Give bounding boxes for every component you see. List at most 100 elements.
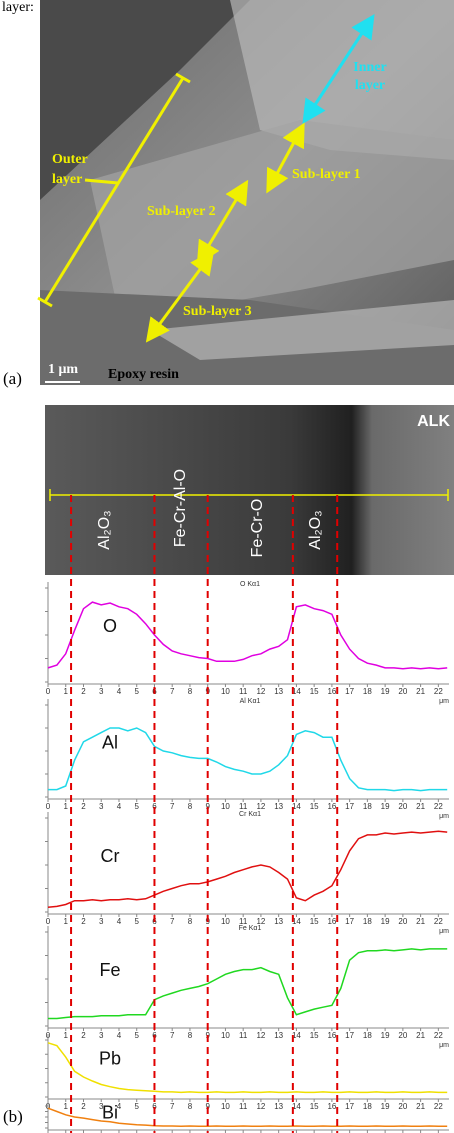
- x-tick-label: 1: [64, 1031, 69, 1040]
- x-tick-label: 7: [170, 1102, 175, 1111]
- x-tick-label: 2: [81, 687, 86, 696]
- x-tick-label: 19: [381, 802, 390, 811]
- x-tick-label: 2: [81, 802, 86, 811]
- scan-title: Al Kα1: [240, 698, 261, 705]
- x-tick-label: 18: [363, 802, 372, 811]
- inner-layer-label: Inner: [353, 60, 386, 75]
- x-tick-label: 18: [363, 687, 372, 696]
- scan-title: Fe Kα1: [239, 925, 262, 932]
- x-tick-label: 16: [327, 1031, 336, 1040]
- phase-label: Al₂O₃: [307, 510, 324, 549]
- x-tick-label: 0: [46, 802, 51, 811]
- x-tick-label: 10: [221, 1102, 230, 1111]
- x-tick-label: 4: [117, 917, 122, 926]
- x-tick-label: 7: [170, 687, 175, 696]
- outer-layer-label: layer: [52, 172, 82, 187]
- x-tick-label: 19: [381, 917, 390, 926]
- x-tick-label: 16: [327, 917, 336, 926]
- x-tick-label: 12: [256, 1102, 265, 1111]
- x-tick-label: 7: [170, 802, 175, 811]
- outer-layer-label: Outer: [52, 152, 88, 167]
- x-tick-label: 21: [416, 1031, 425, 1040]
- x-unit: μm: [439, 928, 449, 935]
- x-tick-label: 7: [170, 1031, 175, 1040]
- element-label: Al: [102, 732, 118, 752]
- x-unit: μm: [439, 698, 449, 705]
- x-tick-label: 16: [327, 687, 336, 696]
- x-tick-label: 20: [398, 1102, 407, 1111]
- x-tick-label: 15: [310, 687, 319, 696]
- x-tick-label: 8: [188, 917, 193, 926]
- x-tick-label: 22: [434, 802, 443, 811]
- element-label: Fe: [99, 960, 120, 980]
- x-tick-label: 21: [416, 1102, 425, 1111]
- x-tick-label: 7: [170, 917, 175, 926]
- x-tick-label: 10: [221, 917, 230, 926]
- x-tick-label: 1: [64, 687, 69, 696]
- x-tick-label: 8: [188, 687, 193, 696]
- sub-layer-label: Sub-layer 2: [147, 204, 216, 219]
- x-tick-label: 4: [117, 1031, 122, 1040]
- x-tick-label: 16: [327, 802, 336, 811]
- x-tick-label: 8: [188, 802, 193, 811]
- x-tick-label: 1: [64, 802, 69, 811]
- scan-title: Cr Kα1: [239, 811, 261, 818]
- x-tick-label: 11: [239, 802, 248, 811]
- x-tick-label: 17: [345, 917, 354, 926]
- x-tick-label: 13: [274, 687, 283, 696]
- x-tick-label: 5: [134, 1031, 139, 1040]
- x-tick-label: 22: [434, 1102, 443, 1111]
- x-tick-label: 13: [274, 917, 283, 926]
- x-tick-label: 15: [310, 917, 319, 926]
- corner-tag: ALK: [417, 413, 450, 430]
- x-tick-label: 13: [274, 802, 283, 811]
- x-tick-label: 18: [363, 1102, 372, 1111]
- x-tick-label: 8: [188, 1031, 193, 1040]
- sub-layer-label: Sub-layer 3: [183, 304, 252, 319]
- element-label: Pb: [99, 1049, 121, 1069]
- x-tick-label: 15: [310, 802, 319, 811]
- x-tick-label: 2: [81, 917, 86, 926]
- x-tick-label: 10: [221, 1031, 230, 1040]
- x-tick-label: 1: [64, 917, 69, 926]
- x-unit: μm: [439, 1042, 449, 1049]
- sem-image: [40, 0, 454, 385]
- phase-label: Al₂O₃: [96, 510, 113, 549]
- phase-label: Fe-Cr-Al-O: [172, 469, 189, 547]
- x-tick-label: 17: [345, 1102, 354, 1111]
- element-label: Cr: [101, 846, 120, 866]
- x-tick-label: 20: [398, 802, 407, 811]
- scan-title: O Kα1: [240, 581, 260, 588]
- x-tick-label: 20: [398, 687, 407, 696]
- element-label: Bi: [102, 1102, 118, 1122]
- epoxy-label: Epoxy resin: [108, 367, 179, 382]
- x-tick-label: 19: [381, 1102, 390, 1111]
- x-tick-label: 1: [64, 1102, 69, 1111]
- x-tick-label: 2: [81, 1102, 86, 1111]
- x-tick-label: 12: [256, 1031, 265, 1040]
- x-tick-label: 5: [134, 917, 139, 926]
- sub-layer-label: Sub-layer 1: [292, 167, 361, 182]
- x-tick-label: 3: [99, 917, 104, 926]
- x-tick-label: 22: [434, 687, 443, 696]
- x-tick-label: 0: [46, 687, 51, 696]
- x-tick-label: 12: [256, 687, 265, 696]
- x-tick-label: 4: [117, 687, 122, 696]
- x-tick-label: 0: [46, 917, 51, 926]
- phase-label: Fe-Cr-O: [249, 499, 266, 558]
- x-tick-label: 17: [345, 1031, 354, 1040]
- caption-fragment: layer:: [2, 0, 34, 15]
- element-label: O: [103, 616, 117, 636]
- x-tick-label: 12: [256, 802, 265, 811]
- x-tick-label: 2: [81, 1031, 86, 1040]
- inner-layer-label: layer: [355, 78, 385, 93]
- x-tick-label: 19: [381, 1031, 390, 1040]
- x-tick-label: 10: [221, 687, 230, 696]
- x-tick-label: 5: [134, 1102, 139, 1111]
- scan-line: [48, 831, 447, 907]
- x-tick-label: 3: [99, 687, 104, 696]
- x-tick-label: 20: [398, 917, 407, 926]
- figure: layer: Inner layer Outer layer Sub-layer…: [0, 0, 454, 1133]
- x-tick-label: 20: [398, 1031, 407, 1040]
- x-tick-label: 13: [274, 1031, 283, 1040]
